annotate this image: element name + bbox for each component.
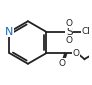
Text: O: O	[66, 19, 73, 28]
Text: N: N	[5, 27, 14, 37]
Text: O: O	[72, 49, 79, 58]
Text: Cl: Cl	[82, 27, 91, 36]
Text: S: S	[66, 27, 73, 37]
Text: O: O	[59, 58, 66, 67]
Text: O: O	[66, 36, 73, 45]
